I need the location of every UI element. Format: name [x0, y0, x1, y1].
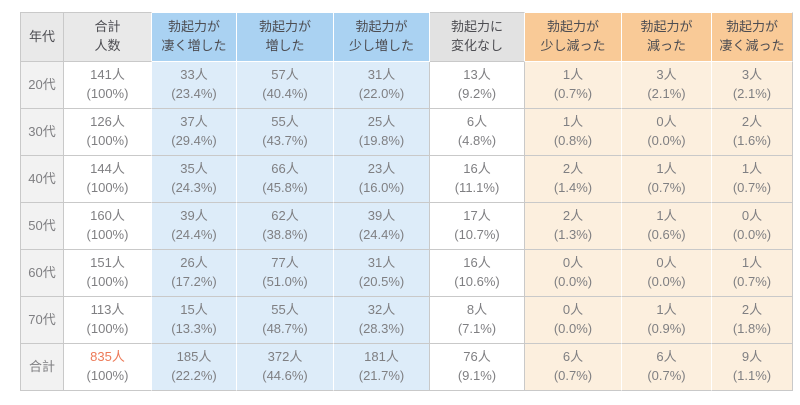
table-cell: 33人 (23.4%) — [152, 62, 237, 109]
table-row-60s: 60代 151人 (100%) 26人 (17.2%) 77人 (51.0%) … — [20, 250, 793, 297]
table-cell: 31人 (22.0%) — [334, 62, 430, 109]
table-cell: 1人 (0.7%) — [712, 250, 793, 297]
table-cell: 76人 (9.1%) — [430, 344, 525, 391]
table-row-70s: 70代 113人 (100%) 15人 (13.3%) 55人 (48.7%) … — [20, 297, 793, 344]
col-header-total: 合計 人数 — [64, 12, 152, 62]
table-cell: 32人 (28.3%) — [334, 297, 430, 344]
table-cell: 1人 (0.8%) — [525, 109, 622, 156]
table-cell: 55人 (48.7%) — [237, 297, 334, 344]
table-cell: 144人 (100%) — [64, 156, 152, 203]
table-cell: 141人 (100%) — [64, 62, 152, 109]
table-cell: 181人 (21.7%) — [334, 344, 430, 391]
table-row-20s: 20代 141人 (100%) 33人 (23.4%) 57人 (40.4%) … — [20, 62, 793, 109]
table-cell: 13人 (9.2%) — [430, 62, 525, 109]
col-header-decreased: 勃起力が 減った — [622, 12, 712, 62]
col-header-no-change: 勃起力に 変化なし — [430, 12, 525, 62]
table-cell: 1人 (0.7%) — [712, 156, 793, 203]
table-cell: 113人 (100%) — [64, 297, 152, 344]
table-cell: 2人 (1.8%) — [712, 297, 793, 344]
table-cell: 160人 (100%) — [64, 203, 152, 250]
table-row-total: 合計 835人 (100%) 185人 (22.2%) 372人 (44.6%) … — [20, 344, 793, 391]
table-cell: 3人 (2.1%) — [622, 62, 712, 109]
table-cell: 1人 (0.9%) — [622, 297, 712, 344]
total-count-cell: 835人 (100%) — [64, 344, 152, 391]
row-label: 60代 — [20, 250, 64, 297]
row-label: 20代 — [20, 62, 64, 109]
table-cell: 77人 (51.0%) — [237, 250, 334, 297]
table-cell: 0人 (0.0%) — [622, 250, 712, 297]
table-row-30s: 30代 126人 (100%) 37人 (29.4%) 55人 (43.7%) … — [20, 109, 793, 156]
row-label-total: 合計 — [20, 344, 64, 391]
table-cell: 6人 (4.8%) — [430, 109, 525, 156]
table-cell: 35人 (24.3%) — [152, 156, 237, 203]
table-cell: 0人 (0.0%) — [712, 203, 793, 250]
table-cell: 25人 (19.8%) — [334, 109, 430, 156]
row-label: 40代 — [20, 156, 64, 203]
table-cell: 0人 (0.0%) — [525, 297, 622, 344]
table-cell: 1人 (0.6%) — [622, 203, 712, 250]
table-cell: 151人 (100%) — [64, 250, 152, 297]
table-cell: 2人 (1.3%) — [525, 203, 622, 250]
table-cell: 1人 (0.7%) — [525, 62, 622, 109]
total-pct-value: (100%) — [86, 368, 129, 383]
table-cell: 16人 (10.6%) — [430, 250, 525, 297]
col-header-greatly-decreased: 勃起力が 凄く減った — [712, 12, 793, 62]
table-cell: 1人 (0.7%) — [622, 156, 712, 203]
table-row-40s: 40代 144人 (100%) 35人 (24.3%) 66人 (45.8%) … — [20, 156, 793, 203]
total-count-value: 835人 — [90, 349, 125, 365]
table-cell: 26人 (17.2%) — [152, 250, 237, 297]
table-cell: 6人 (0.7%) — [622, 344, 712, 391]
table-cell: 2人 (1.6%) — [712, 109, 793, 156]
table-cell: 39人 (24.4%) — [334, 203, 430, 250]
col-header-slightly-increased: 勃起力が 少し増した — [334, 12, 430, 62]
header-row: 年代 合計 人数 勃起力が 凄く増した 勃起力が 増した 勃起力が 少し増した … — [20, 12, 793, 62]
table-cell: 6人 (0.7%) — [525, 344, 622, 391]
table-cell: 2人 (1.4%) — [525, 156, 622, 203]
table-cell: 57人 (40.4%) — [237, 62, 334, 109]
table-cell: 66人 (45.8%) — [237, 156, 334, 203]
table-cell: 185人 (22.2%) — [152, 344, 237, 391]
table-cell: 55人 (43.7%) — [237, 109, 334, 156]
col-header-increased: 勃起力が 増した — [237, 12, 334, 62]
col-header-slightly-decreased: 勃起力が 少し減った — [525, 12, 622, 62]
table-cell: 16人 (11.1%) — [430, 156, 525, 203]
col-header-greatly-increased: 勃起力が 凄く増した — [152, 12, 237, 62]
table-cell: 15人 (13.3%) — [152, 297, 237, 344]
table-cell: 39人 (24.4%) — [152, 203, 237, 250]
table-cell: 0人 (0.0%) — [525, 250, 622, 297]
table-cell: 23人 (16.0%) — [334, 156, 430, 203]
table-cell: 126人 (100%) — [64, 109, 152, 156]
table-cell: 37人 (29.4%) — [152, 109, 237, 156]
table-cell: 8人 (7.1%) — [430, 297, 525, 344]
table-cell: 62人 (38.8%) — [237, 203, 334, 250]
table-cell: 372人 (44.6%) — [237, 344, 334, 391]
table-cell: 17人 (10.7%) — [430, 203, 525, 250]
row-label: 70代 — [20, 297, 64, 344]
survey-table: 年代 合計 人数 勃起力が 凄く増した 勃起力が 増した 勃起力が 少し増した … — [20, 12, 793, 391]
table-cell: 3人 (2.1%) — [712, 62, 793, 109]
table-cell: 31人 (20.5%) — [334, 250, 430, 297]
row-label: 30代 — [20, 109, 64, 156]
col-header-age: 年代 — [20, 12, 64, 62]
table-cell: 9人 (1.1%) — [712, 344, 793, 391]
table-row-50s: 50代 160人 (100%) 39人 (24.4%) 62人 (38.8%) … — [20, 203, 793, 250]
table-cell: 0人 (0.0%) — [622, 109, 712, 156]
row-label: 50代 — [20, 203, 64, 250]
